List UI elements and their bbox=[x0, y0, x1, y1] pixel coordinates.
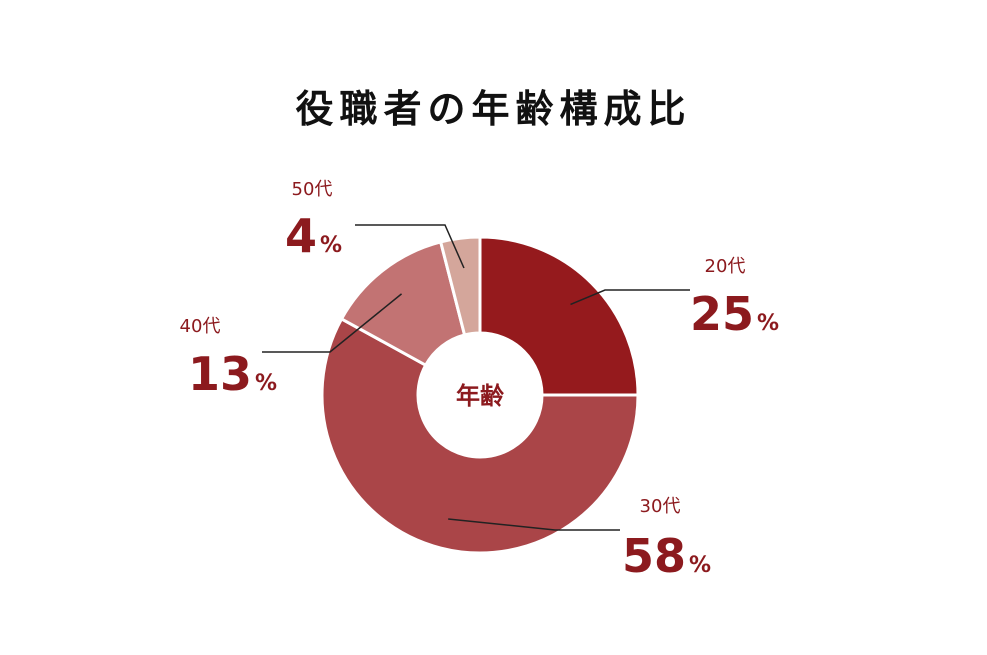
slice-3 bbox=[438, 235, 482, 337]
leader-lines bbox=[262, 224, 690, 531]
value-label-0: 25% bbox=[690, 287, 779, 341]
value-label-2: 13% bbox=[188, 347, 277, 401]
value-label-3: 4% bbox=[285, 209, 342, 263]
category-label-2: 40代 bbox=[180, 316, 221, 337]
leader-line-1 bbox=[448, 518, 620, 531]
leader-line-2 bbox=[262, 293, 403, 353]
value-label-1: 58% bbox=[622, 529, 711, 583]
leader-line-0 bbox=[570, 289, 690, 306]
chart-title: 役職者の年齢構成比 bbox=[295, 87, 692, 131]
category-label-1: 30代 bbox=[640, 496, 681, 517]
category-label-3: 50代 bbox=[292, 179, 333, 200]
slice-labels: 20代 25 % 30代 58 % 40代 13 % 50代 4% bbox=[180, 179, 780, 583]
center-label: 年齢 bbox=[456, 382, 505, 410]
slice-2 bbox=[339, 240, 467, 368]
slice-1 bbox=[320, 316, 640, 555]
chart-slices bbox=[320, 235, 640, 555]
leader-line-3 bbox=[355, 224, 465, 269]
category-label-0: 20代 bbox=[705, 256, 746, 277]
slice-0 bbox=[478, 235, 640, 397]
